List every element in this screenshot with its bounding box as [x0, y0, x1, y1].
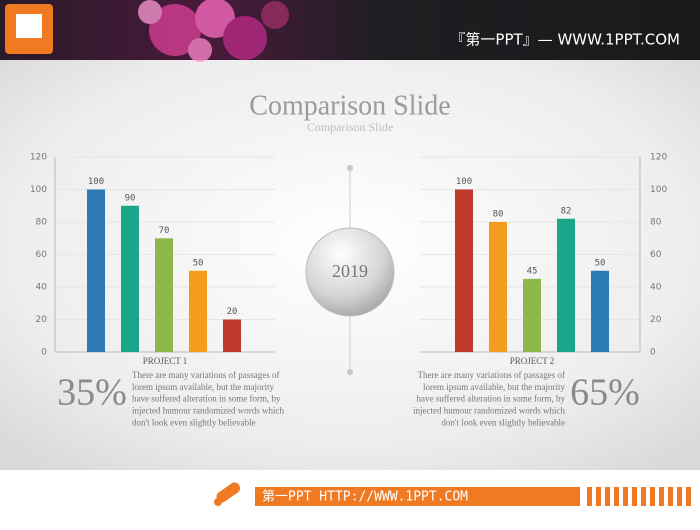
value-label: 70	[159, 226, 170, 236]
bar	[455, 189, 473, 352]
y-tick-label: 80	[650, 218, 662, 228]
value-label: 20	[227, 307, 238, 317]
y-tick-label: 40	[36, 283, 48, 293]
y-tick-label: 0	[650, 348, 656, 358]
bar	[489, 222, 507, 352]
y-tick-label: 100	[30, 185, 47, 195]
value-label: 90	[125, 193, 136, 203]
y-tick-label: 80	[36, 218, 48, 228]
description-line: don't look even slightly believable	[441, 417, 565, 427]
y-tick-label: 120	[30, 153, 47, 163]
y-tick-label: 40	[650, 283, 662, 293]
description-line: have suffered alteration in some form, b…	[132, 394, 281, 404]
bar	[189, 270, 207, 352]
footer-text: 第一PPT HTTP://WWW.1PPT.COM	[262, 490, 468, 505]
slide-subtitle: Comparison Slide	[307, 120, 393, 134]
y-tick-label: 60	[36, 250, 48, 260]
y-tick-label: 20	[650, 315, 662, 325]
y-tick-label: 0	[41, 348, 47, 358]
project-label: PROJECT 1	[143, 356, 188, 366]
value-label: 100	[88, 177, 104, 187]
bar	[557, 218, 575, 352]
footer-bar	[255, 487, 580, 506]
bar	[87, 189, 105, 352]
footer-stripes	[587, 487, 691, 506]
description-line: There are many variations of passages of	[418, 370, 565, 380]
slide-title: Comparison Slide	[249, 90, 450, 121]
description-line: don't look even slightly believable	[132, 417, 256, 427]
header-brand: 『第一PPT』— WWW.1PPT.COM	[450, 31, 680, 49]
value-label: 80	[493, 210, 504, 220]
header-band	[0, 0, 700, 60]
description-line: There are many variations of passages of	[132, 370, 279, 380]
year: 2019	[332, 261, 368, 281]
description-line: have suffered alteration in some form, b…	[416, 394, 565, 404]
bar	[155, 238, 173, 352]
stat: 35%	[57, 372, 127, 414]
description-line: injected humour randomized words which	[132, 405, 284, 415]
value-label: 50	[595, 258, 606, 268]
stat: 65%	[570, 372, 640, 414]
logo-inner	[16, 14, 42, 38]
bar	[523, 278, 541, 352]
y-tick-label: 120	[650, 153, 667, 163]
year-badge	[305, 227, 395, 317]
bar	[591, 270, 609, 352]
y-tick-label: 20	[36, 315, 48, 325]
description-line: injected humour randomized words which	[413, 405, 565, 415]
value-label: 100	[456, 177, 472, 187]
y-tick-label: 60	[650, 250, 662, 260]
bar	[121, 205, 139, 352]
bokeh	[138, 0, 289, 62]
value-label: 82	[561, 206, 572, 216]
value-label: 50	[193, 258, 204, 268]
footer-icon	[214, 482, 241, 506]
y-tick-label: 100	[650, 185, 667, 195]
divider-dot	[347, 165, 353, 171]
description-line: lorem ipsum available, but the majority	[132, 382, 274, 392]
value-label: 45	[527, 266, 538, 276]
divider-dot	[347, 369, 353, 375]
bar	[223, 319, 241, 352]
description-line: lorem ipsum available, but the majority	[423, 382, 565, 392]
project-label: PROJECT 2	[510, 356, 555, 366]
